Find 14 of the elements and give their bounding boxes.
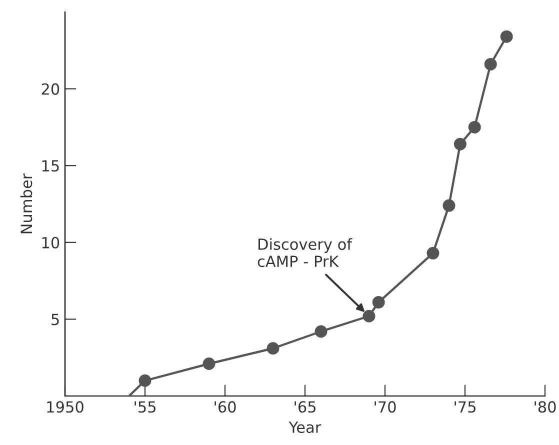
y-tick-label: 15: [42, 160, 59, 172]
y-axis-title: Number: [20, 173, 32, 234]
x-tick-label: '65: [294, 401, 316, 413]
x-tick-label: '75: [454, 401, 476, 413]
x-tick-label: 1950: [47, 401, 84, 413]
x-tick-label: '55: [134, 401, 156, 413]
x-tick-label: '80: [534, 401, 556, 413]
x-axis-title: Year: [288, 422, 322, 434]
x-tick-label: '60: [214, 401, 236, 413]
y-tick-label: 5: [52, 314, 59, 326]
y-tick-label: 10: [42, 236, 60, 248]
annotation: Discovery of cAMP - PrK: [258, 238, 352, 268]
x-tick-label: '70: [374, 401, 396, 413]
y-tick-label: 20: [42, 83, 60, 95]
